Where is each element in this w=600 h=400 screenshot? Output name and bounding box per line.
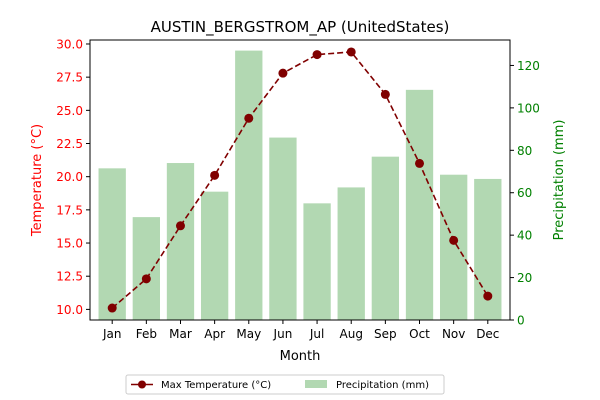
chart-title: AUSTIN_BERGSTROM_AP (UnitedStates) bbox=[151, 18, 450, 37]
precip-bar-sep bbox=[371, 156, 400, 320]
temperature-point-sep bbox=[380, 89, 390, 99]
y-left-tick-label: 22.5 bbox=[56, 137, 83, 151]
precipitation-bars bbox=[98, 50, 502, 321]
temperature-point-oct bbox=[415, 158, 425, 168]
x-tick-label-jun: Jun bbox=[273, 327, 293, 341]
y-right-tick-label: 60 bbox=[517, 186, 532, 200]
precip-bar-apr bbox=[200, 191, 229, 320]
y-axis-label-left: Temperature (°C) bbox=[30, 124, 45, 237]
precip-bar-aug bbox=[337, 187, 365, 320]
y-left-tick-label: 10.0 bbox=[56, 303, 83, 317]
y-left-tick-label: 15.0 bbox=[56, 237, 83, 251]
x-tick-label-nov: Nov bbox=[442, 327, 465, 341]
y-left-tick-label: 30.0 bbox=[56, 37, 83, 51]
y-right-tick-label: 40 bbox=[517, 229, 532, 243]
temperature-point-apr bbox=[210, 170, 220, 180]
legend-bar-swatch bbox=[305, 380, 327, 388]
y-right-tick-label: 20 bbox=[517, 271, 532, 285]
temperature-line-path bbox=[111, 51, 489, 309]
x-tick-label-mar: Mar bbox=[169, 327, 192, 341]
y-left-tick-label: 17.5 bbox=[56, 203, 83, 217]
legend-label-temperature: Max Temperature (°C) bbox=[161, 380, 271, 391]
precip-bar-mar bbox=[166, 163, 195, 320]
temperature-line bbox=[107, 47, 493, 313]
x-tick-label-jul: Jul bbox=[309, 327, 324, 341]
precip-bar-may bbox=[235, 50, 263, 321]
legend-marker-swatch bbox=[138, 380, 146, 389]
y-right-tick-label: 100 bbox=[517, 101, 540, 115]
y-left-tick-label: 20.0 bbox=[56, 170, 83, 184]
precip-bar-feb bbox=[132, 217, 160, 320]
y-left-tick-label: 25.0 bbox=[56, 104, 83, 118]
x-tick-label-dec: Dec bbox=[476, 327, 499, 341]
temperature-point-mar bbox=[175, 221, 185, 231]
x-tick-label-oct: Oct bbox=[409, 327, 430, 341]
temperature-point-aug bbox=[346, 47, 356, 57]
y-axis-label-right: Precipitation (mm) bbox=[552, 120, 567, 241]
precip-bar-jul bbox=[303, 203, 331, 320]
x-tick-label-apr: Apr bbox=[204, 327, 225, 341]
plot-frame bbox=[89, 39, 511, 321]
x-axis-label: Month bbox=[280, 349, 321, 364]
y-left-tick-label: 12.5 bbox=[56, 270, 83, 284]
precip-bar-nov bbox=[440, 174, 468, 320]
precip-bar-jun bbox=[269, 137, 297, 320]
legend-box bbox=[125, 374, 445, 395]
temperature-point-jul bbox=[312, 50, 322, 60]
temperature-point-feb bbox=[141, 274, 151, 284]
x-tick-label-may: May bbox=[236, 327, 261, 341]
x-tick-label-sep: Sep bbox=[374, 327, 397, 341]
x-tick-label-feb: Feb bbox=[136, 327, 157, 341]
legend-label-precipitation: Precipitation (mm) bbox=[336, 380, 429, 391]
temperature-point-nov bbox=[449, 235, 459, 245]
x-tick-label-jan: Jan bbox=[102, 327, 122, 341]
precip-bar-oct bbox=[405, 89, 434, 321]
legend: Max Temperature (°C) Precipitation (mm) bbox=[125, 374, 445, 395]
temperature-point-jan bbox=[107, 303, 117, 313]
axes: Jan Feb Mar Apr May Jun Jul Aug Sep Oct Nov Dec 10.0… bbox=[56, 37, 540, 341]
precip-bar-jan bbox=[98, 168, 126, 320]
y-right-tick-label: 0 bbox=[517, 314, 525, 328]
temperature-point-jun bbox=[278, 68, 288, 78]
y-right-tick-label: 120 bbox=[517, 59, 540, 73]
y-right-tick-label: 80 bbox=[517, 144, 532, 158]
temperature-point-dec bbox=[483, 291, 493, 301]
x-tick-label-aug: Aug bbox=[340, 327, 363, 341]
y-left-tick-label: 27.5 bbox=[56, 71, 83, 85]
temperature-point-may bbox=[244, 113, 254, 123]
